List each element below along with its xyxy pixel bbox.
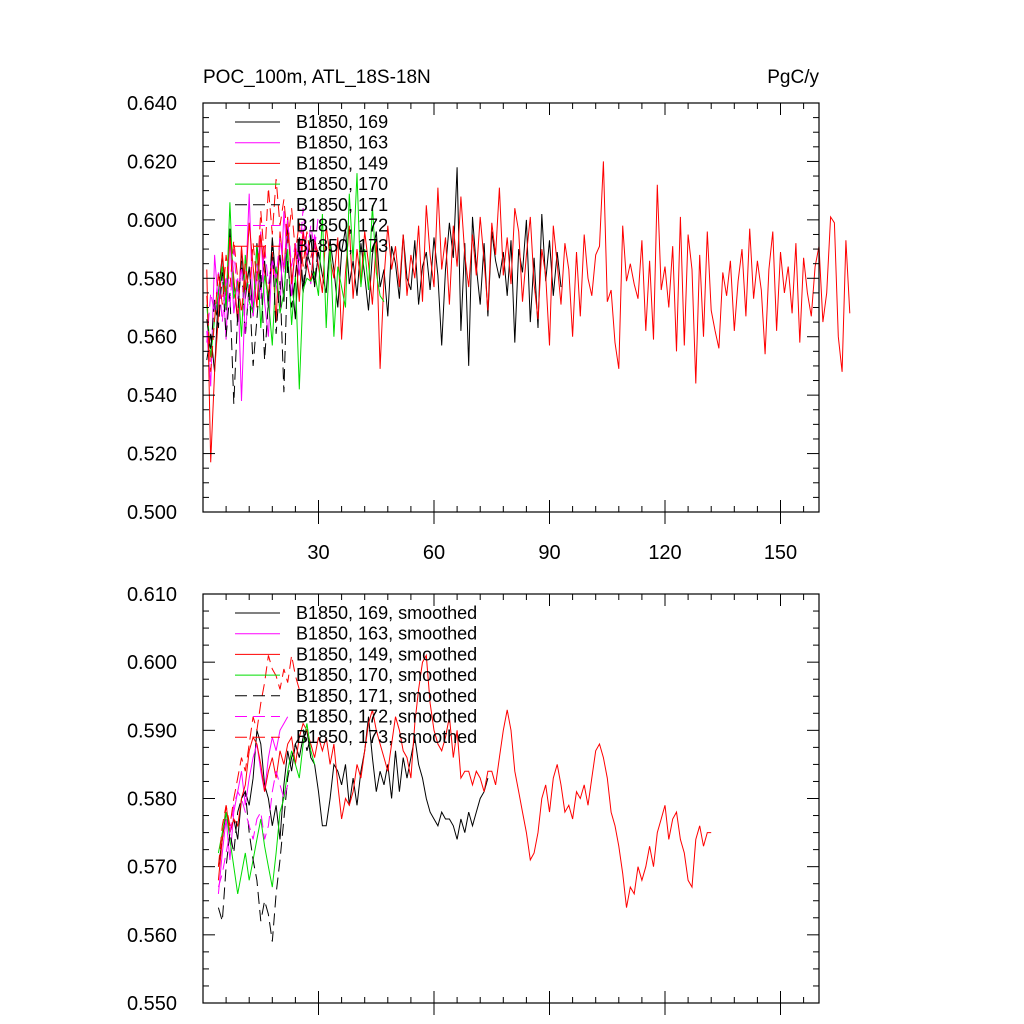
series-line-1-3 (217, 723, 316, 894)
legend-label: B1850, 149, smoothed (296, 644, 477, 664)
x-tick-label: 90 (538, 542, 560, 564)
series-line-1-0 (217, 716, 489, 867)
legend-label: B1850, 173, smoothed (296, 727, 477, 747)
legend-label: B1850, 170, smoothed (296, 665, 477, 685)
legend-label: B1850, 170 (296, 174, 388, 194)
legend-label: B1850, 169, smoothed (296, 603, 477, 623)
y-tick-label: 0.500 (127, 502, 177, 524)
series-line-0-2 (206, 161, 851, 463)
legend-label: B1850, 173 (296, 236, 388, 256)
y-tick-label: 0.620 (127, 151, 177, 173)
legend-label: B1850, 149 (296, 153, 388, 173)
series-line-0-6 (206, 178, 319, 372)
x-tick-label: 60 (423, 542, 445, 564)
y-tick-label: 0.540 (127, 385, 177, 407)
y-tick-label: 0.640 (127, 93, 177, 115)
series-line-1-2 (217, 653, 712, 908)
legend-label: B1850, 171, smoothed (296, 686, 477, 706)
y-tick-label: 0.580 (127, 268, 177, 290)
legend-label: B1850, 172 (296, 216, 388, 236)
chart-units: PgC/y (767, 67, 819, 88)
x-tick-label: 120 (648, 542, 681, 564)
y-tick-label: 0.560 (127, 925, 177, 947)
y-tick-label: 0.600 (127, 210, 177, 232)
y-tick-label: 0.520 (127, 444, 177, 466)
y-tick-label: 0.560 (127, 327, 177, 349)
top-panel: 0.500 0.520 0.540 0.560 0.580 0.600 0.620 0.640… (127, 93, 851, 564)
legend-label: B1850, 171 (296, 195, 388, 215)
x-tick-label: 30 (307, 542, 329, 564)
chart-title: POC_100m, ATL_18S-18N (203, 67, 431, 88)
y-tick-label: 0.590 (127, 720, 177, 742)
series-line-1-1 (217, 716, 289, 894)
legend-label: B1850, 163 (296, 133, 388, 153)
x-tick-label: 150 (764, 542, 797, 564)
series-line-1-5 (217, 771, 289, 888)
y-tick-label: 0.600 (127, 652, 177, 674)
legend-label: B1850, 172, smoothed (296, 707, 477, 727)
series-line-1-4 (217, 728, 312, 942)
series-line-0-5 (206, 208, 319, 343)
bottom-panel: 0.550 0.560 0.570 0.580 0.590 0.600 0.610 B1850… (127, 584, 820, 1015)
series-line-0-0 (206, 167, 562, 372)
legend-label: B1850, 163, smoothed (296, 624, 477, 644)
y-tick-label: 0.570 (127, 857, 177, 879)
y-tick-label: 0.610 (127, 584, 177, 606)
legend-label: B1850, 169 (296, 112, 388, 132)
y-tick-label: 0.550 (127, 993, 177, 1015)
series-line-1-6 (217, 655, 300, 867)
y-tick-label: 0.580 (127, 789, 177, 811)
